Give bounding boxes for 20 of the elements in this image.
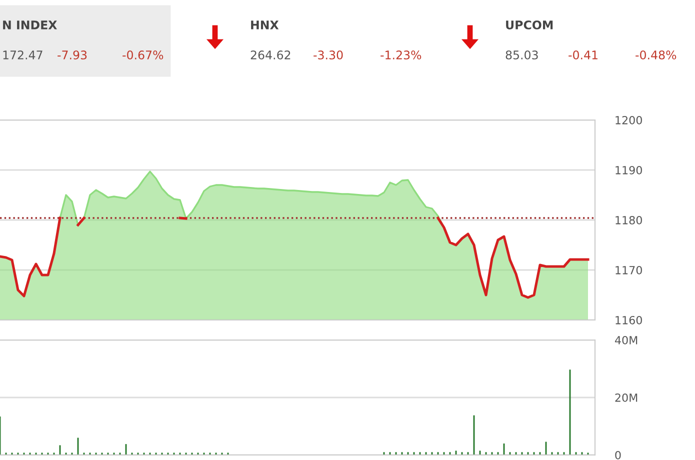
y-tick-label: 0 bbox=[615, 450, 621, 460]
text: N INDEX bbox=[3, 20, 57, 30]
y-tick-label: 1190 bbox=[616, 166, 642, 174]
text: -0.48% bbox=[636, 50, 676, 60]
y-tick-label: 1160 bbox=[616, 316, 642, 324]
text: 85.03 bbox=[506, 50, 538, 60]
y-tick-label: 1180 bbox=[616, 216, 642, 224]
text: -7.93 bbox=[58, 50, 87, 60]
y-tick-label: 40M bbox=[614, 336, 638, 344]
text: 172.47 bbox=[3, 50, 42, 60]
text: 264.62 bbox=[250, 50, 290, 60]
text: -3.30 bbox=[314, 50, 343, 60]
y-tick-label: 20M bbox=[615, 393, 638, 402]
text: HNX bbox=[251, 20, 279, 30]
text: UPCOM bbox=[506, 20, 553, 30]
text: -0.41 bbox=[568, 50, 598, 60]
text: -0.67% bbox=[122, 50, 164, 60]
text: -1.23% bbox=[380, 50, 422, 60]
y-tick-label: 1170 bbox=[616, 266, 642, 274]
y-tick-label: 1200 bbox=[616, 116, 642, 124]
